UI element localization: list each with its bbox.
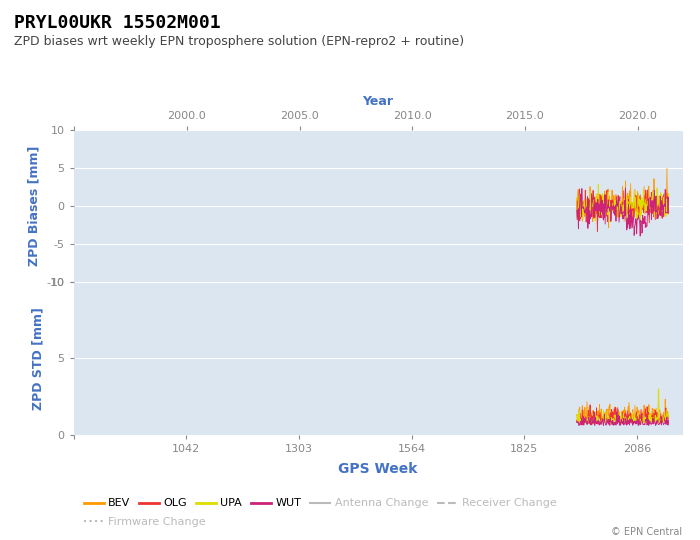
X-axis label: Year: Year (363, 95, 393, 108)
Y-axis label: ZPD STD [mm]: ZPD STD [mm] (32, 307, 45, 410)
Y-axis label: ZPD Biases [mm]: ZPD Biases [mm] (28, 146, 41, 266)
Legend: BEV, OLG, UPA, WUT, Antenna Change, Receiver Change: BEV, OLG, UPA, WUT, Antenna Change, Rece… (79, 494, 561, 513)
Text: PRYL00UKR 15502M001: PRYL00UKR 15502M001 (14, 14, 220, 31)
X-axis label: GPS Week: GPS Week (338, 462, 418, 476)
Text: ZPD biases wrt weekly EPN troposphere solution (EPN-repro2 + routine): ZPD biases wrt weekly EPN troposphere so… (14, 35, 464, 48)
Legend: Firmware Change: Firmware Change (79, 513, 210, 532)
Text: © EPN Central: © EPN Central (611, 527, 682, 537)
